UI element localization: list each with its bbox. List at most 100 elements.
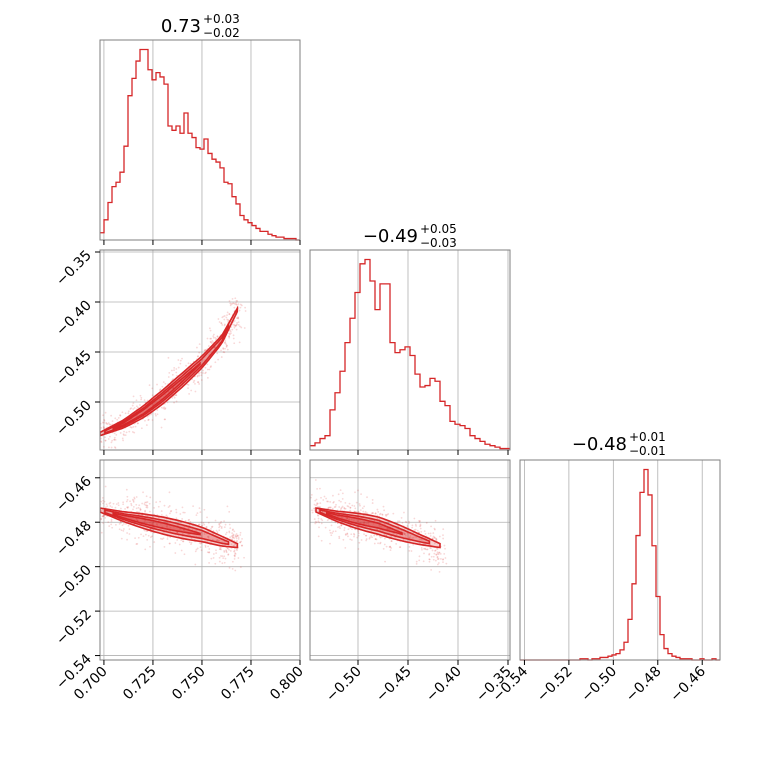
scatter-point (354, 491, 356, 494)
scatter-point (330, 534, 333, 537)
scatter-point (435, 538, 438, 541)
scatter-point (110, 520, 113, 523)
scatter-point (103, 500, 106, 503)
scatter-point (327, 507, 330, 509)
scatter-point (183, 529, 186, 532)
scatter-point (359, 509, 362, 512)
scatter-point (121, 437, 124, 440)
scatter-point (355, 501, 358, 504)
scatter-point (147, 534, 150, 537)
scatter-point (397, 520, 399, 523)
scatter-point (103, 418, 106, 421)
scatter-point (200, 542, 203, 545)
scatter-point (386, 527, 389, 530)
scatter-point (174, 542, 177, 544)
scatter-point (436, 556, 439, 559)
scatter-point (206, 376, 209, 379)
scatter-point (123, 434, 125, 437)
scatter-point (187, 519, 190, 522)
scatter-point (139, 404, 141, 406)
scatter-point (380, 526, 383, 528)
scatter-point (144, 419, 146, 422)
scatter-point (106, 423, 109, 426)
scatter-point (102, 427, 105, 429)
scatter-point (204, 372, 207, 375)
scatter-point (384, 560, 386, 563)
scatter-point (239, 325, 241, 328)
scatter-point (211, 525, 214, 528)
scatter-point (428, 560, 431, 563)
scatter-point (330, 519, 333, 522)
scatter-point (147, 418, 150, 421)
scatter-point (390, 547, 393, 549)
scatter-point (132, 408, 135, 410)
scatter-point (198, 374, 201, 377)
scatter-point (210, 337, 213, 340)
scatter-point (237, 538, 240, 540)
scatter-point (135, 503, 138, 506)
scatter-point (228, 523, 231, 526)
scatter-point (318, 526, 320, 529)
scatter-point (244, 306, 246, 309)
scatter-point (232, 334, 235, 337)
scatter-point (383, 543, 386, 546)
scatter-point (321, 510, 324, 513)
scatter-point (166, 535, 169, 538)
scatter-point (359, 504, 361, 507)
scatter-point (348, 518, 351, 521)
scatter-point (413, 529, 416, 531)
scatter-point (101, 515, 104, 518)
scatter-point (225, 343, 228, 346)
scatter-point (135, 518, 138, 521)
scatter-point (236, 540, 239, 542)
scatter-point (131, 404, 134, 407)
scatter-point (383, 537, 386, 540)
scatter-point (331, 507, 334, 510)
scatter-point (442, 534, 444, 537)
scatter-point (173, 396, 176, 399)
scatter-point (409, 535, 412, 538)
scatter-point (170, 369, 173, 372)
scatter-point (140, 533, 142, 536)
scatter-point (205, 371, 207, 374)
scatter-point (102, 426, 105, 428)
scatter-point (353, 533, 356, 536)
scatter-point (100, 500, 103, 503)
scatter-point (125, 522, 127, 525)
scatter-point (235, 299, 238, 302)
scatter-point (226, 314, 228, 317)
scatter-point (349, 506, 352, 509)
scatter-point (327, 500, 329, 503)
scatter-point (216, 539, 219, 542)
scatter-point (406, 525, 409, 527)
scatter-point (115, 503, 118, 506)
scatter-point (213, 346, 216, 349)
scatter-point (433, 528, 436, 531)
scatter-point (145, 495, 148, 498)
scatter-point (122, 439, 124, 442)
x-tick-label-c3-2: −0.40 (423, 664, 465, 706)
scatter-point (165, 514, 168, 517)
scatter-point (378, 524, 381, 527)
scatter-point (326, 500, 328, 503)
scatter-point (169, 542, 171, 545)
scatter-point (414, 523, 417, 526)
scatter-point (405, 521, 408, 524)
scatter-point (241, 544, 244, 547)
scatter-point (323, 495, 326, 498)
scatter-point (223, 323, 226, 326)
contour-panel-2: 0.700 0.725 0.750 0.775 0.800−0.54−0.52−0.50… (53, 459, 307, 703)
contour-frame-1 (99, 249, 301, 451)
scatter-point (370, 512, 373, 515)
scatter-point (112, 502, 115, 505)
scatter-point (332, 500, 335, 503)
scatter-point (141, 502, 144, 505)
scatter-point (315, 521, 318, 524)
scatter-point (335, 503, 337, 506)
scatter-point (412, 536, 415, 539)
scatter-point (116, 418, 119, 421)
title-param-2: −0.49 +0.05 −0.03 (363, 222, 457, 250)
scatter-point (367, 521, 370, 524)
scatter-point (175, 511, 178, 514)
